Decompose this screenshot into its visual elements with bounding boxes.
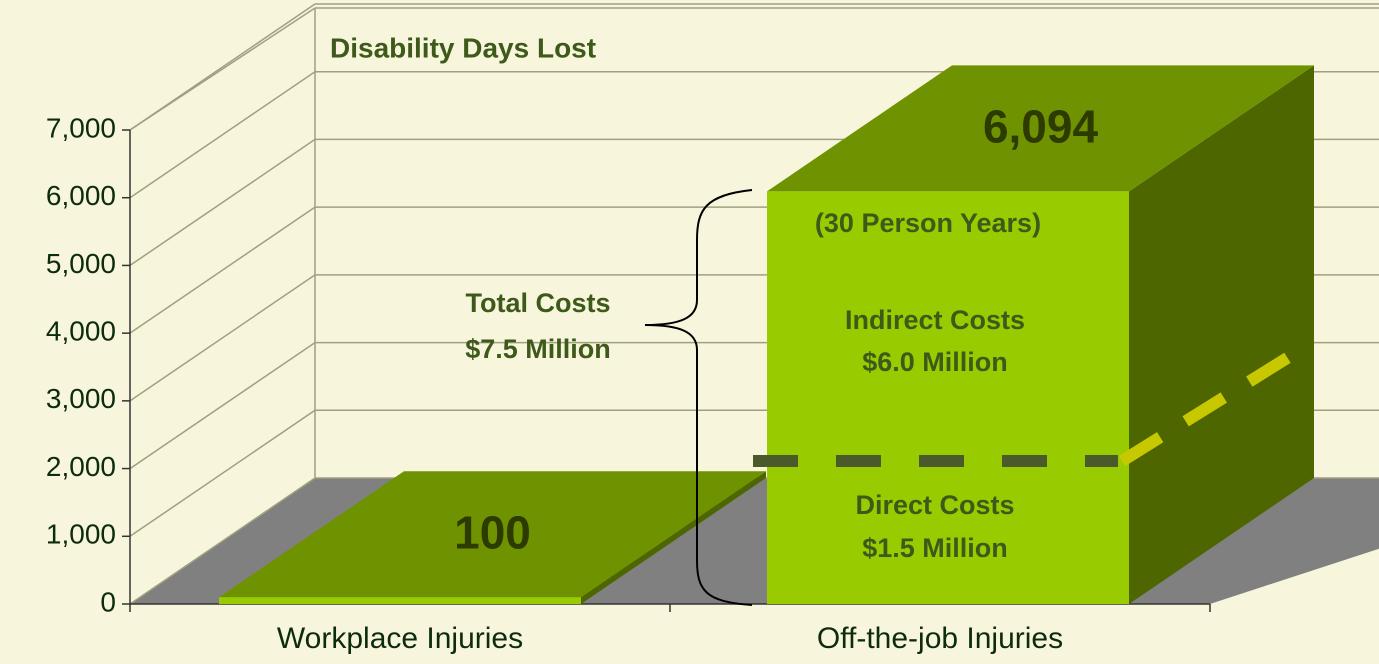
bar: [767, 191, 1129, 605]
chart-title: Disability Days Lost: [330, 32, 596, 63]
grid-line: [129, 274, 316, 402]
bar-top: [219, 471, 766, 598]
y-tick-label: 1,000: [46, 519, 116, 550]
bar-side: [1129, 65, 1314, 605]
annotation: $6.0 Million: [862, 347, 1008, 377]
y-tick-label: 3,000: [46, 383, 116, 414]
value-label: 6,094: [983, 101, 1099, 153]
bar-side: [581, 471, 766, 604]
y-tick-label: 5,000: [46, 248, 116, 279]
annotation: Indirect Costs: [845, 305, 1025, 335]
bar-top: [767, 65, 1314, 192]
grid-line: [129, 3, 316, 131]
y-tick-label: 4,000: [46, 316, 116, 347]
grid-line: [129, 206, 316, 334]
bar: [219, 597, 581, 604]
grid-line: [129, 138, 316, 267]
grid-line: [129, 341, 316, 470]
annotation: $1.5 Million: [862, 533, 1008, 563]
y-tick-label: 0: [100, 586, 116, 617]
grid-line: [129, 477, 316, 605]
annotation: (30 Person Years): [815, 208, 1041, 238]
x-tick-label: Off-the-job Injuries: [817, 622, 1063, 655]
x-tick-label: Workplace Injuries: [277, 622, 523, 655]
annotation: Direct Costs: [855, 490, 1014, 520]
divider-line-back: [1118, 344, 1304, 467]
brace: [644, 189, 753, 606]
y-tick-label: 2,000: [46, 451, 116, 482]
plot-foreground: 0 1,000 2,000 3,000 4,000 5,000 6,000 7,000 Work…: [46, 65, 1314, 655]
annotation: $7.5 Million: [465, 334, 611, 364]
value-label: 100: [454, 506, 531, 558]
annotation: Total Costs: [465, 288, 610, 318]
y-tick-label: 7,000: [46, 112, 116, 143]
grid-line: [129, 409, 316, 537]
y-tick-label: 6,000: [46, 180, 116, 211]
grid-line: [129, 71, 316, 199]
